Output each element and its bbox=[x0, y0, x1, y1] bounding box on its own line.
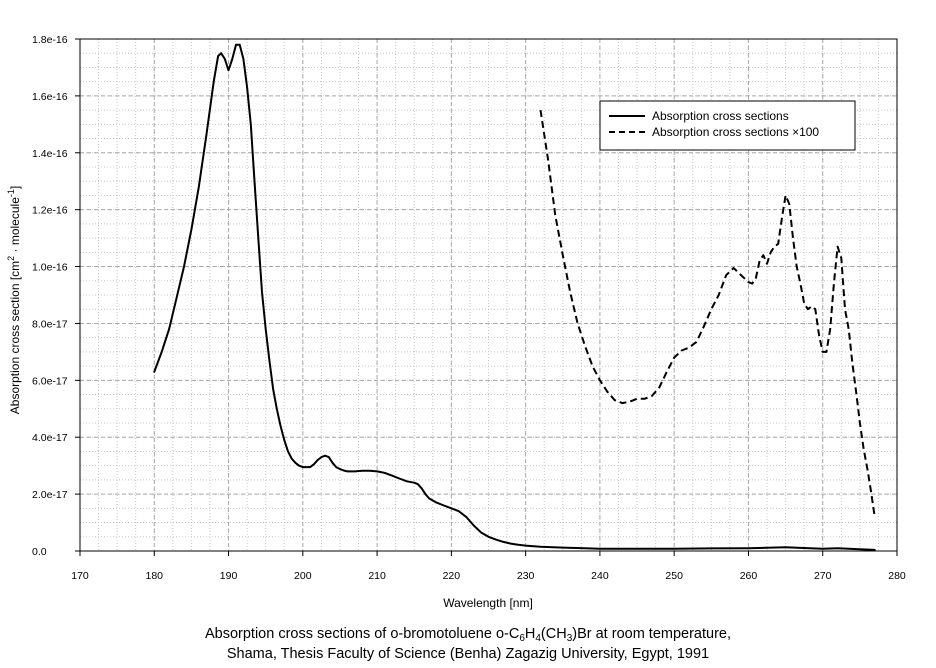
legend-label-dashed: Absorption cross sections ×100 bbox=[652, 125, 819, 139]
y-tick-label: 1.0e-16 bbox=[32, 262, 68, 274]
y-tick-label: 1.2e-16 bbox=[32, 205, 68, 217]
legend: Absorption cross sections Absorption cro… bbox=[599, 100, 856, 151]
x-tick-label: 270 bbox=[814, 570, 832, 582]
y-tick-label: 6.0e-17 bbox=[32, 375, 68, 387]
y-tick-label: 1.8e-16 bbox=[32, 34, 68, 46]
x-tick-label: 200 bbox=[294, 570, 312, 582]
x-axis-title: Wavelength [nm] bbox=[443, 596, 533, 610]
series-lines bbox=[153, 43, 876, 551]
x-tick-label: 240 bbox=[591, 570, 609, 582]
x-tick-label: 210 bbox=[368, 570, 386, 582]
y-tick-label: 1.6e-16 bbox=[32, 91, 68, 103]
x-tick-label: 220 bbox=[443, 570, 461, 582]
x-tick-label: 170 bbox=[71, 570, 89, 582]
legend-box bbox=[599, 100, 856, 151]
series-line-absorption bbox=[153, 43, 876, 551]
caption-line-2: Shama, Thesis Faculty of Science (Benha)… bbox=[226, 646, 710, 662]
x-tick-label: 260 bbox=[740, 570, 758, 582]
x-tick-label: 180 bbox=[146, 570, 164, 582]
legend-label-solid: Absorption cross sections bbox=[652, 109, 789, 123]
plot-frame bbox=[79, 38, 898, 552]
y-tick-label: 0.0 bbox=[32, 546, 47, 558]
x-tick-label: 190 bbox=[220, 570, 238, 582]
y-tick-label: 1.4e-16 bbox=[32, 148, 68, 160]
y-tick-label: 2.0e-17 bbox=[32, 489, 68, 501]
x-tick-label: 230 bbox=[517, 570, 535, 582]
x-tick-label: 280 bbox=[888, 570, 906, 582]
y-tick-label: 4.0e-17 bbox=[32, 432, 68, 444]
y-tick-label: 8.0e-17 bbox=[32, 318, 68, 330]
figure-caption: Absorption cross sections of o-bromotolu… bbox=[0, 624, 936, 664]
caption-line-1: Absorption cross sections of o-bromotolu… bbox=[204, 626, 732, 644]
axis-ticks: 170 180 190 200 210 220 230 240 250 260 270 280 0.0 2… bbox=[32, 34, 906, 582]
y-axis-title: Absorption cross section [cm2 · molecule… bbox=[6, 186, 22, 414]
x-tick-label: 250 bbox=[665, 570, 683, 582]
